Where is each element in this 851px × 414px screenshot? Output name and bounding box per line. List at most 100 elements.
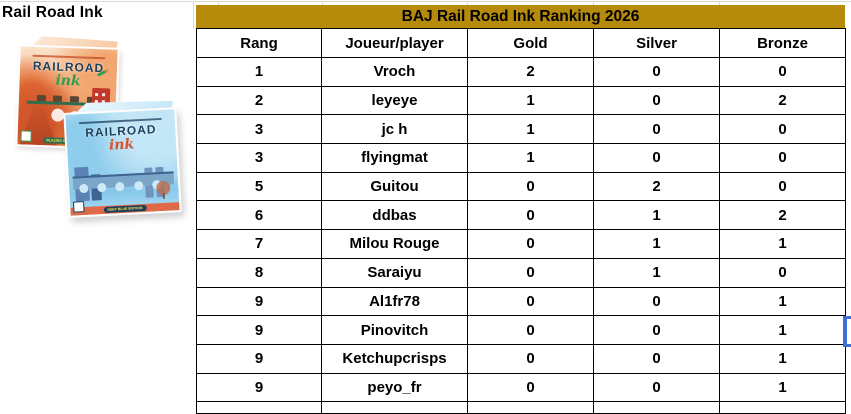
railroad-ink-boxes-image: RAILROAD ink BLAZING RED EDITION bbox=[14, 36, 186, 218]
table-cell[interactable]: 3 bbox=[196, 114, 322, 145]
table-cell[interactable]: leyeye bbox=[321, 85, 468, 116]
table-cell[interactable]: 2 bbox=[467, 57, 594, 87]
blue-box-skyline-art bbox=[68, 154, 179, 202]
table-cell[interactable]: 0 bbox=[719, 114, 846, 145]
table-cell[interactable]: 0 bbox=[593, 57, 720, 87]
table-cell[interactable]: 1 bbox=[719, 343, 846, 374]
table-cell[interactable]: 0 bbox=[467, 286, 594, 317]
ranking-title-text: BAJ Rail Road Ink Ranking 2026 bbox=[401, 7, 640, 25]
table-cell[interactable]: 1 bbox=[467, 114, 594, 145]
sheet-gridline-col-b bbox=[218, 1, 219, 5]
table-row: 1 Vroch 2 0 0 bbox=[196, 57, 846, 87]
table-cell[interactable]: 0 bbox=[593, 85, 720, 116]
table-cell[interactable]: 0 bbox=[467, 200, 594, 231]
table-cell[interactable]: 0 bbox=[719, 171, 846, 202]
table-cell[interactable]: 0 bbox=[467, 372, 594, 403]
table-cell[interactable]: 2 bbox=[719, 85, 846, 116]
table-cell[interactable]: 7 bbox=[196, 229, 322, 259]
table-cell[interactable]: 9 bbox=[196, 372, 322, 403]
table-cell[interactable]: 1 bbox=[467, 143, 594, 173]
table-row: 9 Pinovitch 0 0 1 bbox=[196, 315, 846, 345]
railroad-ink-blue-box-image: RAILROAD ink DEEP BLUE EDITION bbox=[63, 107, 182, 218]
table-cell[interactable]: 0 bbox=[467, 343, 594, 374]
table-cell[interactable]: 0 bbox=[593, 286, 720, 317]
blue-box-front-face: RAILROAD ink DEEP BLUE EDITION bbox=[63, 107, 182, 218]
table-cell[interactable]: 1 bbox=[593, 257, 720, 288]
table-cell[interactable]: 1 bbox=[593, 229, 720, 259]
table-cell[interactable]: Guitou bbox=[321, 171, 468, 202]
table-cell[interactable]: Al1fr78 bbox=[321, 286, 468, 317]
table-cell[interactable]: 9 bbox=[196, 343, 322, 374]
table-cell[interactable]: 1 bbox=[467, 85, 594, 116]
table-cell[interactable]: 3 bbox=[196, 143, 322, 173]
sheet-gridline-col-c bbox=[322, 1, 323, 5]
header-joueur-player[interactable]: Joueur/player bbox=[321, 28, 468, 58]
header-silver[interactable]: Silver bbox=[593, 28, 720, 58]
table-cell[interactable]: 0 bbox=[467, 171, 594, 202]
table-cell[interactable]: 1 bbox=[719, 286, 846, 317]
cell-selection-border[interactable] bbox=[843, 316, 851, 347]
train-car-icon bbox=[53, 95, 63, 102]
table-cell[interactable] bbox=[467, 401, 594, 414]
table-cell[interactable]: 5 bbox=[196, 171, 322, 202]
table-row-partial bbox=[196, 401, 846, 414]
table-cell[interactable]: 2 bbox=[593, 171, 720, 202]
table-cell[interactable]: Pinovitch bbox=[321, 315, 468, 345]
table-row: 6 ddbas 0 1 2 bbox=[196, 200, 846, 231]
table-cell[interactable]: jc h bbox=[321, 114, 468, 145]
table-cell[interactable] bbox=[719, 401, 846, 414]
table-body: 1 Vroch 2 0 0 2 leyeye 1 0 2 3 jc h 1 0 0 3 flyingmat 1 0 0… bbox=[196, 57, 846, 414]
table-row: 2 leyeye 1 0 2 bbox=[196, 85, 846, 116]
table-cell[interactable]: 0 bbox=[467, 315, 594, 345]
table-cell[interactable]: flyingmat bbox=[321, 143, 468, 173]
table-cell[interactable]: Vroch bbox=[321, 57, 468, 87]
table-cell[interactable]: 2 bbox=[196, 85, 322, 116]
publisher-logo-icon bbox=[20, 130, 32, 142]
train-car-icon bbox=[36, 94, 46, 102]
table-cell[interactable]: 0 bbox=[593, 315, 720, 345]
table-cell[interactable]: 0 bbox=[467, 229, 594, 259]
table-cell[interactable]: 8 bbox=[196, 257, 322, 288]
table-cell[interactable]: ddbas bbox=[321, 200, 468, 231]
table-cell[interactable]: 0 bbox=[719, 143, 846, 173]
sheet-gridline-row-top bbox=[0, 1, 851, 2]
table-row: 7 Milou Rouge 0 1 1 bbox=[196, 229, 846, 259]
header-gold[interactable]: Gold bbox=[467, 28, 594, 58]
table-cell[interactable]: 0 bbox=[593, 114, 720, 145]
table-cell[interactable]: Ketchupcrisps bbox=[321, 343, 468, 374]
table-cell[interactable] bbox=[196, 401, 322, 414]
sheet-gridline-col-e bbox=[593, 1, 594, 5]
tree-art bbox=[156, 180, 171, 196]
header-rang[interactable]: Rang bbox=[196, 28, 322, 58]
table-cell[interactable]: 1 bbox=[593, 200, 720, 231]
table-row: 9 Ketchupcrisps 0 0 1 bbox=[196, 343, 846, 374]
table-cell[interactable]: 1 bbox=[719, 229, 846, 259]
table-cell[interactable] bbox=[321, 401, 468, 414]
table-cell[interactable]: 0 bbox=[593, 372, 720, 403]
table-cell[interactable]: 1 bbox=[196, 57, 322, 87]
table-cell[interactable]: 9 bbox=[196, 286, 322, 317]
table-row: 9 peyo_fr 0 0 1 bbox=[196, 372, 846, 403]
table-cell[interactable]: Milou Rouge bbox=[321, 229, 468, 259]
table-cell[interactable]: 0 bbox=[719, 257, 846, 288]
table-cell[interactable]: 0 bbox=[593, 343, 720, 374]
table-cell[interactable]: 9 bbox=[196, 315, 322, 345]
header-row: Rang Joueur/player Gold Silver Bronze bbox=[196, 28, 846, 58]
sheet-gridline-col-f bbox=[719, 1, 720, 5]
table-cell[interactable]: 0 bbox=[593, 143, 720, 173]
table-row: 5 Guitou 0 2 0 bbox=[196, 171, 846, 202]
table-row: 3 flyingmat 1 0 0 bbox=[196, 143, 846, 173]
table-cell[interactable]: Saraiyu bbox=[321, 257, 468, 288]
sheet-gridline-col-a bbox=[193, 1, 194, 28]
table-cell[interactable]: 1 bbox=[719, 372, 846, 403]
table-cell[interactable]: 6 bbox=[196, 200, 322, 231]
table-cell[interactable]: 0 bbox=[467, 257, 594, 288]
header-bronze[interactable]: Bronze bbox=[719, 28, 846, 58]
table-cell[interactable]: 2 bbox=[719, 200, 846, 231]
table-cell[interactable]: 0 bbox=[719, 57, 846, 87]
ranking-title-banner[interactable]: BAJ Rail Road Ink Ranking 2026 bbox=[196, 5, 845, 28]
table-cell[interactable] bbox=[593, 401, 720, 414]
table-cell[interactable]: 1 bbox=[719, 315, 846, 345]
table-cell[interactable]: peyo_fr bbox=[321, 372, 468, 403]
